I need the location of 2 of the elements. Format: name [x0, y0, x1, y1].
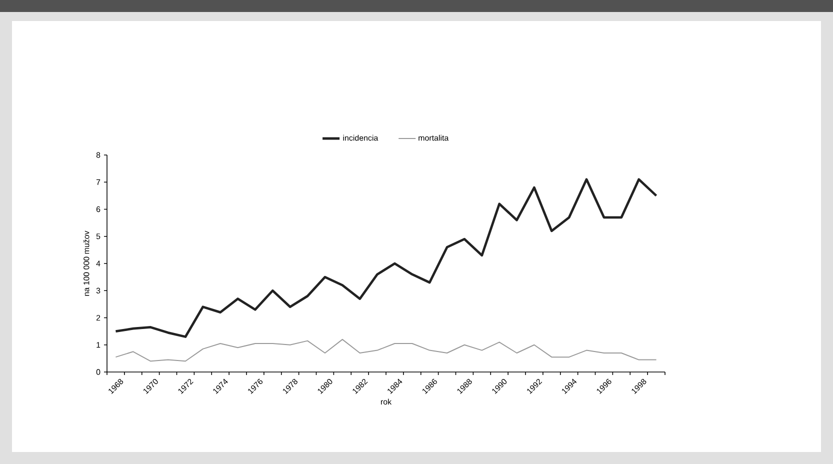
- line-series: [115, 338, 657, 362]
- line-series: [114, 178, 658, 338]
